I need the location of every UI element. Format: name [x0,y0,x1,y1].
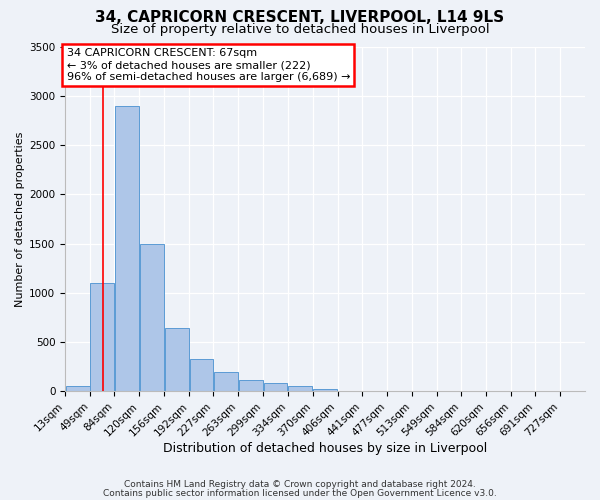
Bar [140,244,164,392]
Bar [65,386,90,392]
Bar [264,384,287,392]
Y-axis label: Number of detached properties: Number of detached properties [15,131,25,306]
Text: Contains public sector information licensed under the Open Government Licence v3: Contains public sector information licen… [103,488,497,498]
Bar [115,106,139,392]
Bar [91,283,114,392]
Bar [313,390,337,392]
Bar [190,359,213,392]
Text: Contains HM Land Registry data © Crown copyright and database right 2024.: Contains HM Land Registry data © Crown c… [124,480,476,489]
Text: 34, CAPRICORN CRESCENT, LIVERPOOL, L14 9LS: 34, CAPRICORN CRESCENT, LIVERPOOL, L14 9… [95,10,505,25]
X-axis label: Distribution of detached houses by size in Liverpool: Distribution of detached houses by size … [163,442,487,455]
Bar [288,386,312,392]
Bar [164,328,189,392]
Bar [239,380,263,392]
Bar [214,372,238,392]
Text: Size of property relative to detached houses in Liverpool: Size of property relative to detached ho… [110,22,490,36]
Text: 34 CAPRICORN CRESCENT: 67sqm
← 3% of detached houses are smaller (222)
96% of se: 34 CAPRICORN CRESCENT: 67sqm ← 3% of det… [67,48,350,82]
